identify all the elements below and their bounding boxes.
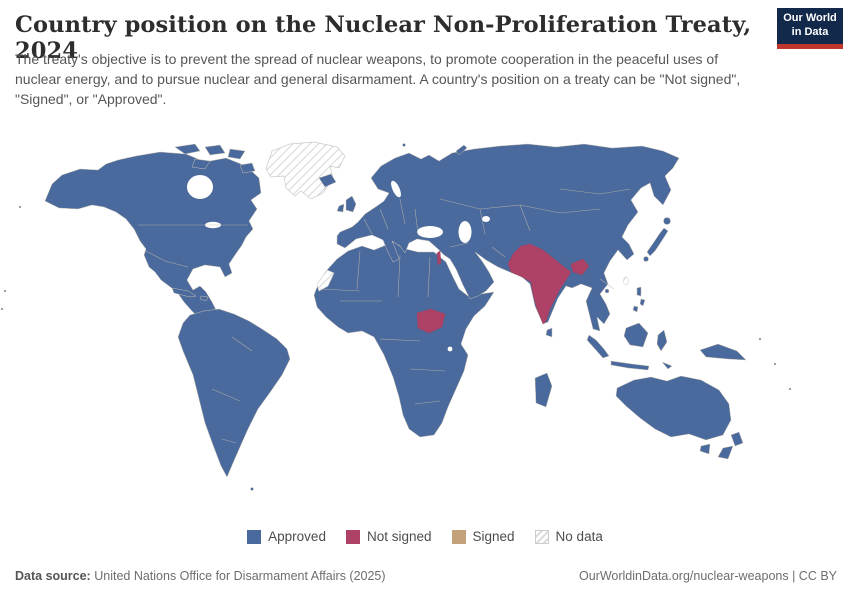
region-greenland-nodata[interactable] xyxy=(265,141,346,200)
page-subtitle: The treaty's objective is to prevent the… xyxy=(15,51,741,107)
region-australia[interactable] xyxy=(615,375,732,441)
region-israel-notsigned[interactable] xyxy=(436,250,442,266)
region-borneo[interactable] xyxy=(623,322,649,348)
lake-victoria xyxy=(447,346,453,352)
region-hainan[interactable] xyxy=(604,288,610,294)
region-kyushu[interactable] xyxy=(643,256,649,262)
region-taiwan-nodata[interactable] xyxy=(623,276,629,286)
region-japan[interactable] xyxy=(646,227,669,257)
attribution-link[interactable]: OurWorldinData.org/nuclear-weapons | CC … xyxy=(579,569,837,583)
region-new-zealand[interactable] xyxy=(717,431,744,460)
data-source: Data source: United Nations Office for D… xyxy=(15,569,386,583)
hudson-bay xyxy=(187,175,213,199)
region-madagascar[interactable] xyxy=(534,372,553,408)
country-borders xyxy=(138,188,631,444)
data-source-value: United Nations Office for Disarmament Af… xyxy=(94,569,386,583)
region-south-america[interactable] xyxy=(177,308,291,478)
region-india-pakistan-notsigned[interactable] xyxy=(507,243,572,325)
region-new-guinea[interactable] xyxy=(699,343,747,361)
legend-item-not-signed[interactable]: Not signed xyxy=(345,529,432,544)
region-java[interactable] xyxy=(610,360,650,371)
region-northeast-india-notsigned[interactable] xyxy=(570,258,590,276)
region-caribbean[interactable] xyxy=(171,287,209,302)
world-map[interactable] xyxy=(0,138,850,520)
pacific-islands xyxy=(0,205,792,391)
region-timor[interactable] xyxy=(661,361,673,370)
legend-swatch-signed xyxy=(451,529,466,544)
owid-logo[interactable]: Our World in Data xyxy=(777,8,843,49)
data-source-label: Data source: xyxy=(15,569,91,583)
legend-swatch-not-signed xyxy=(345,529,360,544)
page-title: Country position on the Nuclear Non-Prol… xyxy=(15,12,752,64)
region-sulawesi[interactable] xyxy=(656,329,668,352)
legend-label-not-signed: Not signed xyxy=(366,529,432,544)
legend-label-signed: Signed xyxy=(472,529,515,544)
region-south-sudan-notsigned[interactable] xyxy=(416,308,446,334)
legend-item-approved[interactable]: Approved xyxy=(247,529,326,544)
black-sea xyxy=(417,226,443,238)
caspian-sea xyxy=(458,221,472,243)
region-eurasia[interactable] xyxy=(336,143,680,332)
legend-item-no-data[interactable]: No data xyxy=(534,529,603,544)
chart-footer: Data source: United Nations Office for D… xyxy=(15,569,837,583)
region-british-isles[interactable] xyxy=(336,195,357,213)
region-svalbard[interactable] xyxy=(402,143,406,147)
map-legend: Approved Not signed Signed No data xyxy=(0,529,850,544)
aral-sea xyxy=(482,216,490,222)
region-philippines[interactable] xyxy=(632,286,646,313)
baltic-sea xyxy=(391,180,401,198)
region-hokkaido[interactable] xyxy=(663,217,671,225)
legend-label-approved: Approved xyxy=(268,529,326,544)
region-arctic-islands[interactable] xyxy=(174,143,256,174)
legend-swatch-approved xyxy=(247,529,262,544)
legend-item-signed[interactable]: Signed xyxy=(451,529,515,544)
owid-logo-line1: Our World xyxy=(783,12,837,25)
region-sumatra[interactable] xyxy=(586,334,610,359)
region-western-sahara-nodata[interactable] xyxy=(316,269,335,292)
region-north-america[interactable] xyxy=(44,151,262,324)
legend-label-no-data: No data xyxy=(555,529,603,544)
region-novaya-zemlya[interactable] xyxy=(455,144,468,156)
region-tasmania[interactable] xyxy=(699,443,711,455)
region-falklands[interactable] xyxy=(250,487,254,491)
legend-swatch-no-data xyxy=(534,529,549,544)
region-sri-lanka[interactable] xyxy=(545,327,553,338)
owid-logo-line2: in Data xyxy=(791,26,829,38)
region-iceland[interactable] xyxy=(318,173,337,188)
